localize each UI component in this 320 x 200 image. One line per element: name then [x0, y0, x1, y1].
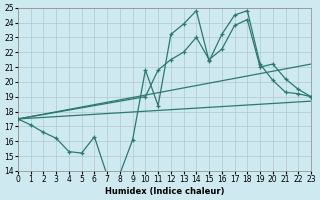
X-axis label: Humidex (Indice chaleur): Humidex (Indice chaleur)	[105, 187, 224, 196]
